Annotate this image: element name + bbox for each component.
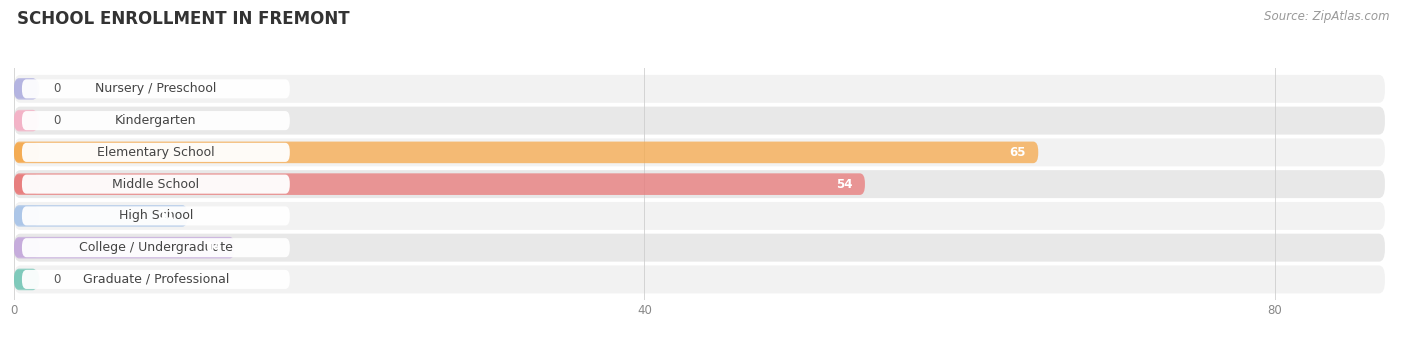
FancyBboxPatch shape (14, 142, 1038, 163)
FancyBboxPatch shape (22, 111, 290, 130)
Text: 14: 14 (205, 241, 222, 254)
Text: 0: 0 (53, 273, 60, 286)
FancyBboxPatch shape (14, 202, 1385, 230)
Text: High School: High School (118, 209, 193, 222)
Text: 54: 54 (835, 178, 852, 191)
FancyBboxPatch shape (14, 78, 38, 100)
FancyBboxPatch shape (14, 170, 1385, 198)
Text: 0: 0 (53, 82, 60, 95)
FancyBboxPatch shape (22, 79, 290, 98)
FancyBboxPatch shape (14, 173, 865, 195)
FancyBboxPatch shape (22, 175, 290, 194)
FancyBboxPatch shape (14, 107, 1385, 135)
FancyBboxPatch shape (22, 270, 290, 289)
Text: Source: ZipAtlas.com: Source: ZipAtlas.com (1264, 10, 1389, 23)
FancyBboxPatch shape (14, 143, 39, 162)
FancyBboxPatch shape (14, 269, 38, 290)
Text: 0: 0 (53, 114, 60, 127)
FancyBboxPatch shape (14, 75, 1385, 103)
FancyBboxPatch shape (14, 237, 235, 258)
Text: SCHOOL ENROLLMENT IN FREMONT: SCHOOL ENROLLMENT IN FREMONT (17, 10, 350, 28)
FancyBboxPatch shape (14, 138, 1385, 166)
FancyBboxPatch shape (14, 238, 39, 257)
Text: Elementary School: Elementary School (97, 146, 215, 159)
FancyBboxPatch shape (14, 206, 39, 225)
FancyBboxPatch shape (14, 111, 39, 130)
FancyBboxPatch shape (14, 234, 1385, 262)
Text: Nursery / Preschool: Nursery / Preschool (96, 82, 217, 95)
FancyBboxPatch shape (14, 265, 1385, 293)
Text: Middle School: Middle School (112, 178, 200, 191)
Text: College / Undergraduate: College / Undergraduate (79, 241, 233, 254)
FancyBboxPatch shape (22, 206, 290, 225)
FancyBboxPatch shape (14, 79, 39, 98)
FancyBboxPatch shape (22, 238, 290, 257)
Text: 65: 65 (1010, 146, 1025, 159)
Text: Kindergarten: Kindergarten (115, 114, 197, 127)
FancyBboxPatch shape (22, 143, 290, 162)
FancyBboxPatch shape (14, 175, 39, 194)
Text: 11: 11 (159, 209, 174, 222)
Text: Graduate / Professional: Graduate / Professional (83, 273, 229, 286)
FancyBboxPatch shape (14, 270, 39, 289)
FancyBboxPatch shape (14, 205, 187, 227)
FancyBboxPatch shape (14, 110, 38, 131)
